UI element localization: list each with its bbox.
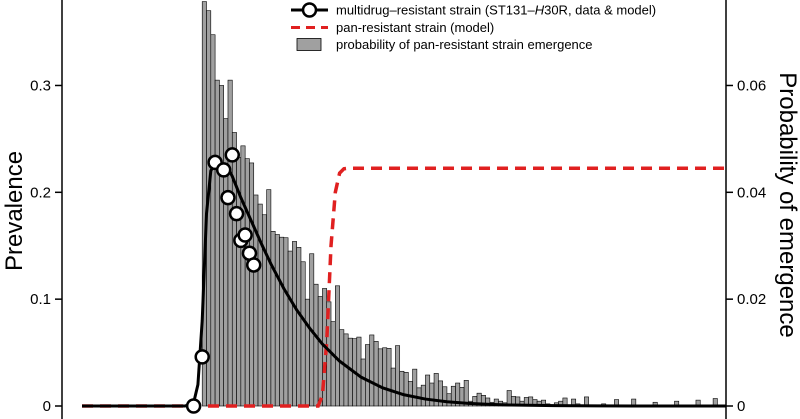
histogram-bar xyxy=(407,381,413,407)
histogram-bar xyxy=(382,347,388,407)
y2-tick-label: 0.06 xyxy=(737,77,766,94)
histogram-bar xyxy=(339,329,345,407)
histogram-bar xyxy=(377,348,383,407)
data-point xyxy=(220,189,236,206)
histogram-bar xyxy=(412,368,418,407)
data-point xyxy=(215,162,232,178)
histogram-bar xyxy=(420,384,426,407)
histogram-bar xyxy=(296,247,302,407)
pan-resistant-line xyxy=(82,166,726,408)
pan-resistant-line-group xyxy=(82,166,726,408)
y2-tick-label: 0 xyxy=(737,398,745,415)
multidrug-resistant-line xyxy=(82,160,726,408)
histogram-bar xyxy=(369,334,375,407)
legend-entry-multidrug: multidrug–resistant strain (ST131–H30R, … xyxy=(291,2,656,18)
legend-label-pan: pan-resistant strain (model) xyxy=(336,20,494,35)
data-point xyxy=(185,398,202,414)
histogram-bar xyxy=(330,321,336,407)
multidrug-resistant-line-group xyxy=(82,147,726,414)
histogram-bar xyxy=(356,336,362,407)
axes: 0 0.1 0.2 0.3 0 0.02 0.04 0.06 xyxy=(30,0,766,419)
histogram-bar xyxy=(274,234,280,407)
y2-axis-title: Probability of emergence xyxy=(774,72,800,337)
histogram-bar xyxy=(244,158,250,407)
histogram-bar xyxy=(201,1,207,407)
histogram-bar xyxy=(227,79,233,407)
histogram-bar xyxy=(283,237,289,407)
histogram-bar xyxy=(335,285,340,407)
histogram-bar xyxy=(313,283,319,407)
data-point xyxy=(194,349,210,365)
histogram-bar xyxy=(210,34,216,407)
histogram-bar xyxy=(287,250,293,407)
legend-label-histogram: probability of pan-resistant strain emer… xyxy=(336,37,593,52)
histogram-bar xyxy=(373,341,379,407)
histogram-bar xyxy=(463,380,469,407)
histogram-bar xyxy=(343,333,349,407)
legend-marker-multidrug xyxy=(301,2,318,18)
legend-swatch-histogram xyxy=(296,38,322,51)
histogram-bar xyxy=(240,145,246,407)
y-tick-label: 0 xyxy=(43,398,51,415)
y2-tick-label: 0.04 xyxy=(737,184,766,201)
data-point xyxy=(224,147,241,163)
histogram-bar xyxy=(249,162,255,407)
y-axis-title: Prevalence xyxy=(1,151,28,271)
data-point xyxy=(228,205,245,222)
y-tick-label: 0.3 xyxy=(30,77,51,94)
y2-tick-label: 0.02 xyxy=(737,291,766,308)
histogram-bar xyxy=(214,79,220,407)
histogram-bar xyxy=(395,345,401,407)
histogram-bars xyxy=(201,1,718,407)
histogram-bar xyxy=(429,382,435,407)
histogram-bar xyxy=(386,348,392,407)
histogram-bar xyxy=(403,372,409,407)
data-point xyxy=(237,227,253,243)
histogram-bar xyxy=(231,132,237,407)
histogram-bar xyxy=(360,358,366,407)
histogram-bar xyxy=(292,241,297,407)
legend-entry-histogram: probability of pan-resistant strain emer… xyxy=(296,37,593,52)
legend: multidrug–resistant strain (ST131–H30R, … xyxy=(291,2,656,52)
histogram-bar xyxy=(270,231,276,407)
histogram-bar xyxy=(399,370,405,407)
histogram-bar xyxy=(446,393,452,407)
y-tick-label: 0.1 xyxy=(30,291,51,308)
histogram-bar xyxy=(365,344,370,407)
histogram-bar xyxy=(279,236,285,407)
histogram-bar xyxy=(300,261,306,407)
histogram-bar xyxy=(219,85,224,407)
histogram-bar xyxy=(425,374,431,407)
histogram-bar xyxy=(390,367,396,407)
legend-entry-pan: pan-resistant strain (model) xyxy=(291,20,494,35)
histogram-bar xyxy=(223,118,229,407)
data-point xyxy=(245,257,262,273)
histogram-bar xyxy=(262,214,267,407)
histogram-bar xyxy=(304,298,310,407)
y-tick-label: 0.2 xyxy=(30,184,51,201)
histogram-bar xyxy=(266,189,272,407)
legend-label-multidrug: multidrug–resistant strain (ST131–H30R, … xyxy=(336,3,656,18)
